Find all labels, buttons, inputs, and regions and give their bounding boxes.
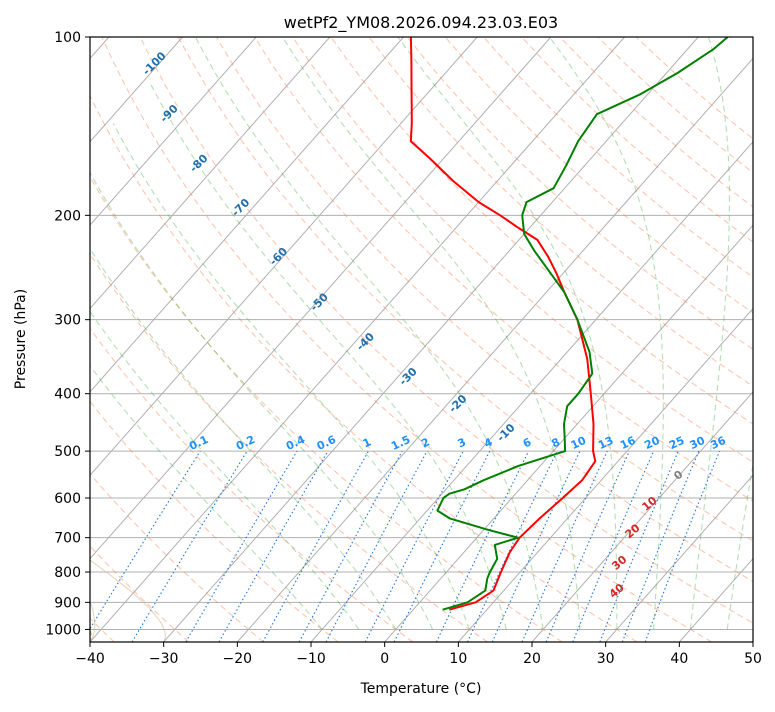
moist-adiabat-line [690,37,729,629]
mixing-ratio-line [573,451,654,642]
mixing-ratio-label: 0.6 [315,433,338,453]
mixing-ratio-line [186,451,297,642]
mixing-ratio-label: 25 [667,434,686,452]
dry-adiabat-line [102,37,712,642]
mixing-ratio-line [326,451,427,642]
y-tick-label: 600 [54,491,81,507]
y-tick-label: 500 [54,444,81,460]
mixing-ratio-label: 4 [482,435,495,450]
mixing-ratio-label: 1.5 [389,433,412,453]
mixing-ratio-label: 20 [642,434,662,452]
mixing-ratio-line [394,451,490,642]
y-tick-label: 400 [54,387,81,403]
dry-adiabat-label: -60 [267,245,290,268]
mixing-ratio-line [600,451,678,642]
isotherm-line [311,37,775,642]
dry-adiabat-label: 40 [607,581,627,601]
dry-adiabat-label: 30 [609,553,629,573]
mixing-ratio-line [82,451,200,642]
dry-adiabat-line [369,37,775,642]
isotherm-line [753,37,775,642]
mixing-ratio-label: 30 [688,434,708,452]
isotherm-line [532,37,775,642]
mixing-ratio-label: 3 [456,435,468,450]
dry-adiabat-line [560,37,775,642]
dry-adiabat-label: -50 [308,290,331,313]
y-tick-label: 700 [54,531,81,547]
x-tick-label: 30 [597,651,615,667]
y-axis-label: Pressure (hPa) [13,289,29,389]
x-tick-label: −40 [75,651,105,667]
mixing-ratio-line [622,451,698,642]
dry-adiabat-line [522,37,775,642]
dry-adiabat-label: -40 [354,330,377,353]
dry-adiabat-label: -100 [140,49,169,78]
mixing-ratio-label: 0.1 [187,433,210,453]
x-tick-label: 40 [670,651,688,667]
mixing-ratio-label: 6 [521,435,534,450]
y-tick-label: 1000 [45,622,81,638]
dry-adiabat-label: 20 [623,521,643,541]
isotherm-line [0,37,404,642]
isotherm-line [0,37,256,642]
dry-adiabat-label: -10 [494,421,517,444]
dry-adiabat-line [255,37,775,642]
y-tick-label: 100 [54,30,81,46]
isotherm-line [16,37,551,642]
dry-adiabat-line [64,37,637,642]
mixing-ratio-label: 1 [361,435,373,450]
plot-frame [90,37,753,642]
dry-adiabat-line [0,37,413,642]
dry-adiabat-line [0,37,264,642]
x-tick-label: 50 [744,651,762,667]
mixing-ratio-line [219,451,328,642]
dry-adiabat-label: 10 [639,494,659,514]
y-tick-label: 800 [54,565,81,581]
x-tick-label: 20 [523,651,541,667]
mixing-ratio-line [365,451,463,642]
mixing-ratio-line [263,451,369,642]
isotherm-line [0,37,330,642]
chart-title: wetPf2_YM08.2026.094.23.03.E03 [284,13,558,33]
x-tick-label: −10 [296,651,326,667]
moist-adiabat-line [727,37,775,629]
y-tick-label: 900 [54,595,81,611]
y-tick-label: 200 [54,208,81,224]
mixing-ratio-label: 13 [596,434,615,452]
dry-adiabat-line [0,37,338,642]
mixing-ratio-line [492,451,580,642]
dry-adiabat-label: -20 [446,392,469,415]
moist-adiabat-line [550,37,664,629]
x-axis-label: Temperature (°C) [360,681,482,697]
dry-adiabat-label: -30 [397,365,420,388]
mixing-ratio-label: 10 [569,434,589,452]
mixing-ratio-label: 16 [618,434,638,452]
mixing-ratio-line [468,451,558,642]
y-tick-label: 300 [54,313,81,329]
dry-adiabat-line [636,37,775,642]
x-tick-label: −30 [149,651,179,667]
isotherm-line [164,37,699,642]
isotherm-line [679,37,775,642]
x-tick-label: 0 [380,651,389,667]
mixing-ratio-label: 36 [708,434,728,452]
dry-adiabat-label: -80 [187,152,210,175]
dry-adiabat-line [484,37,775,642]
x-tick-label: −20 [223,651,253,667]
temperature-profile-line [411,37,596,610]
isotherm-line [458,37,775,642]
x-tick-label: 10 [449,651,467,667]
